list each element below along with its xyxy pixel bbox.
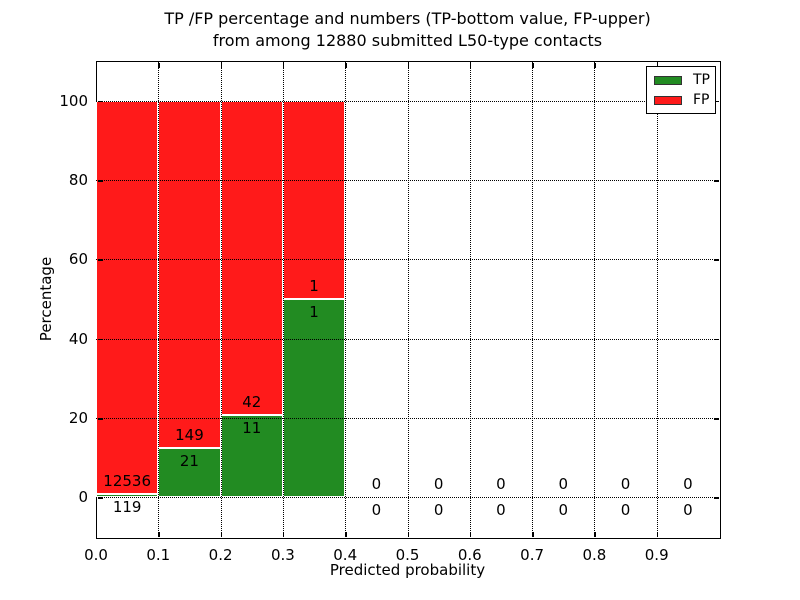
bar-segment-fp: [96, 100, 159, 494]
x-tick-label: 0.1: [146, 546, 171, 564]
tp-count-label: 0: [558, 501, 569, 520]
fp-count-label: 1: [309, 277, 319, 295]
bar-segment-tp: [96, 493, 159, 498]
x-tick-label: 0.4: [333, 546, 358, 564]
tp-count-label: 0: [433, 501, 444, 520]
y-tick-label: 60: [68, 250, 88, 269]
x-tickmark-bottom: [656, 532, 659, 537]
x-tickmark-bottom: [158, 532, 160, 537]
bar-segment-fp: [282, 100, 346, 299]
fp-count-label: 0: [683, 475, 693, 494]
fp-count-label: 0: [620, 475, 631, 494]
x-tickmark-bottom: [469, 532, 472, 537]
fp-count-label: 12536: [103, 471, 151, 490]
y-tickmark-left: [97, 100, 103, 103]
v-gridline: [345, 61, 347, 537]
x-tick-label: 0.0: [84, 546, 108, 564]
tp-count-label: 0: [371, 501, 382, 520]
v-gridline: [532, 61, 534, 537]
x-tickmark-bottom: [345, 532, 347, 537]
x-tickmark-top: [158, 62, 160, 68]
x-tickmark-top: [656, 62, 659, 68]
tp-count-label: 119: [112, 497, 142, 516]
bar-segment-tp: [282, 299, 346, 498]
fp-count-label: 0: [496, 475, 506, 494]
chart-title: TP /FP percentage and numbers (TP-bottom…: [96, 8, 719, 52]
tp-count-label: 0: [620, 501, 631, 520]
v-gridline: [407, 61, 409, 537]
x-tickmark-top: [469, 62, 472, 68]
x-tickmark-bottom: [282, 532, 285, 537]
bar-segment-tp: [158, 448, 221, 498]
x-tick-label: 0.7: [520, 546, 545, 564]
tp-legend-swatch: [654, 75, 682, 85]
y-tickmark-left: [97, 180, 103, 182]
v-gridline: [594, 61, 596, 537]
legend-item-fp: FP: [647, 93, 715, 107]
v-gridline: [656, 61, 658, 537]
legend-item-tp: TP: [647, 73, 715, 87]
y-tick-label: 0: [78, 488, 88, 507]
x-tickmark-top: [532, 62, 534, 68]
x-tick-label: 0.9: [644, 546, 669, 564]
y-tick-label: 100: [59, 91, 88, 110]
tp-count-label: 1: [309, 303, 319, 321]
fp-count-label: 0: [433, 475, 444, 494]
fp-legend-swatch: [654, 95, 682, 105]
x-tickmark-top: [407, 62, 409, 68]
v-gridline: [158, 61, 160, 537]
y-tickmark-right: [714, 497, 719, 499]
x-tickmark-bottom: [594, 532, 596, 537]
x-tick-label: 0.2: [208, 546, 233, 564]
fp-count-label: 0: [558, 475, 569, 494]
y-tickmark-right: [714, 418, 719, 420]
y-tickmark-right: [714, 100, 719, 103]
tp-count-label: 11: [242, 419, 262, 438]
y-tickmark-left: [97, 259, 103, 261]
bar-segment-fp: [158, 100, 221, 449]
x-tickmark-top: [345, 62, 347, 68]
v-gridline: [220, 61, 222, 537]
tp-count-label: 21: [179, 452, 199, 471]
y-tickmark-right: [714, 259, 719, 261]
y-tick-label: 20: [68, 409, 88, 427]
y-tickmark-left: [97, 338, 103, 341]
x-tickmark-bottom: [532, 532, 534, 537]
x-tick-label: 0.8: [582, 546, 607, 564]
x-tick-label: 0.3: [270, 546, 295, 564]
tp-legend-label: TP: [693, 72, 710, 88]
chart-title-line1: TP /FP percentage and numbers (TP-bottom…: [164, 9, 651, 28]
y-axis-label: Percentage: [37, 256, 55, 342]
x-tick-label: 0.5: [395, 546, 420, 564]
x-axis-label: Predicted probability: [329, 561, 486, 579]
legend: TP FP: [646, 66, 716, 114]
y-tick-label: 40: [68, 329, 88, 348]
tp-count-label: 0: [496, 501, 506, 520]
fp-count-label: 149: [175, 426, 204, 445]
y-tickmark-left: [97, 418, 103, 420]
x-tickmark-top: [282, 62, 285, 68]
y-tickmark-right: [714, 180, 719, 182]
fp-legend-label: FP: [693, 92, 710, 108]
v-gridline: [282, 61, 284, 537]
x-tickmark-top: [594, 62, 596, 68]
x-tickmark-top: [220, 62, 223, 68]
y-tickmark-right: [714, 338, 719, 341]
chart-title-line2: from among 12880 submitted L50-type cont…: [212, 31, 603, 50]
x-tickmark-bottom: [220, 532, 223, 537]
bar-segment-tp: [220, 415, 283, 498]
v-gridline: [469, 61, 471, 537]
bar-segment-fp: [220, 100, 283, 415]
y-tickmark-left: [97, 497, 103, 499]
x-tick-label: 0.6: [457, 546, 482, 564]
tp-count-label: 0: [683, 501, 693, 520]
x-tickmark-bottom: [407, 532, 409, 537]
fp-count-label: 0: [371, 475, 382, 494]
fp-count-label: 42: [242, 393, 262, 412]
y-tick-label: 80: [68, 171, 88, 189]
